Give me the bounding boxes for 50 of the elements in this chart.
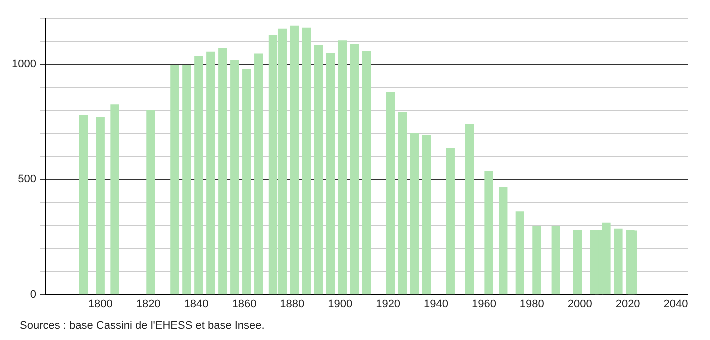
bar <box>80 115 88 295</box>
bar <box>182 65 192 295</box>
bar <box>326 53 336 295</box>
bar <box>218 48 228 295</box>
source-note: Sources : base Cassini de l'EHESS et base Insee. <box>20 320 266 332</box>
bar <box>626 230 635 295</box>
bar <box>446 148 455 295</box>
bar <box>302 28 312 295</box>
x-tick-label: 1960 <box>472 298 496 310</box>
bar <box>573 230 582 295</box>
x-tick-label: 1880 <box>280 298 305 310</box>
bar <box>410 133 420 295</box>
bar <box>170 65 180 295</box>
bar <box>194 56 204 295</box>
bar <box>484 171 494 295</box>
bar <box>290 26 300 295</box>
x-tick-label: 2020 <box>616 298 640 310</box>
x-tick-label: 2040 <box>664 298 688 310</box>
bar <box>499 187 508 295</box>
bar <box>552 226 560 295</box>
bar <box>350 44 360 295</box>
x-tick-label: 1920 <box>376 298 401 310</box>
x-tick-label: 2000 <box>568 298 592 310</box>
x-tick-label: 1980 <box>520 298 544 310</box>
bar <box>422 135 432 295</box>
bar <box>110 104 120 295</box>
bar <box>96 117 105 295</box>
x-tick-label: 1900 <box>328 298 353 310</box>
x-tick-label: 1820 <box>136 298 161 310</box>
bar <box>338 40 348 295</box>
bar <box>206 52 216 295</box>
y-tick-label: 500 <box>18 174 36 186</box>
bar <box>314 45 324 295</box>
x-tick-label: 1800 <box>88 298 113 310</box>
bar <box>532 226 542 295</box>
y-tick-label: 1000 <box>12 58 36 71</box>
x-tick-label: 1860 <box>232 298 257 310</box>
bar <box>242 69 252 295</box>
bar <box>466 124 474 295</box>
bar <box>516 212 525 295</box>
bar <box>386 92 396 295</box>
bar <box>254 54 264 295</box>
y-tick-label: 0 <box>30 288 36 301</box>
bar <box>362 50 372 295</box>
bar <box>230 60 240 295</box>
bar <box>146 110 156 295</box>
bar <box>398 112 408 295</box>
bar <box>614 228 623 295</box>
x-tick-label: 1840 <box>184 298 209 310</box>
x-tick-label: 1940 <box>424 298 449 310</box>
